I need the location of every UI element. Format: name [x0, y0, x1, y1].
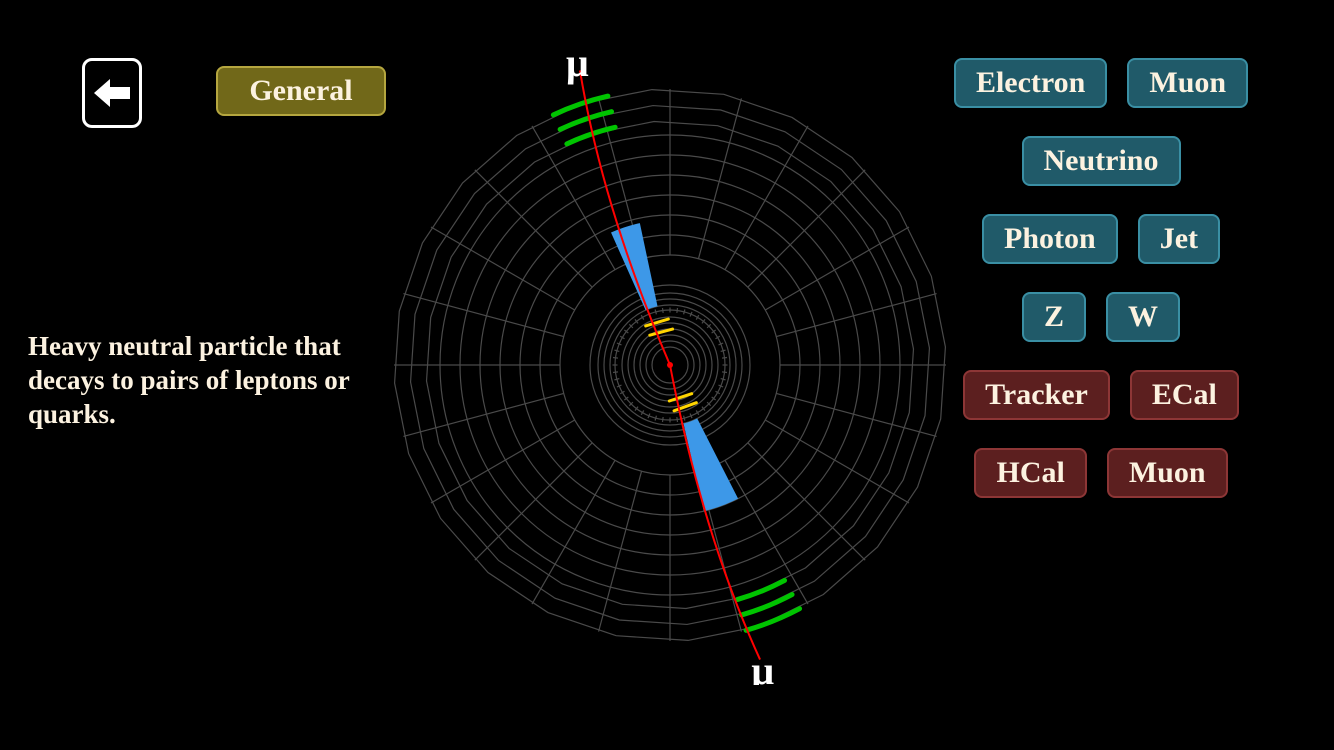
- back-button[interactable]: [82, 58, 142, 128]
- track-label: μ: [751, 648, 774, 685]
- back-arrow-icon: [94, 79, 130, 107]
- button-row: Photon Jet: [896, 214, 1306, 264]
- jet-button[interactable]: Jet: [1138, 214, 1220, 264]
- muon-button[interactable]: Muon: [1127, 58, 1248, 108]
- button-row: ZW: [896, 292, 1306, 342]
- detector-diagram: μμ: [370, 45, 970, 685]
- muon-hit: [553, 96, 608, 115]
- particle-description: Heavy neutral particle that decays to pa…: [28, 330, 368, 431]
- photon-button[interactable]: Photon: [982, 214, 1118, 264]
- general-tab[interactable]: General: [216, 66, 386, 116]
- electron-button[interactable]: Electron: [954, 58, 1107, 108]
- button-row: Tracker ECal: [896, 370, 1306, 420]
- neutrino-button[interactable]: Neutrino: [1022, 136, 1181, 186]
- w-boson-button[interactable]: W: [1106, 292, 1180, 342]
- ecal-button[interactable]: ECal: [1130, 370, 1239, 420]
- collision-point: [667, 362, 673, 368]
- tracker-button[interactable]: Tracker: [963, 370, 1110, 420]
- muon-hit: [737, 580, 784, 599]
- button-row: HCal Muon: [896, 448, 1306, 498]
- button-row: Electron Muon: [896, 58, 1306, 108]
- hcal-button[interactable]: HCal: [974, 448, 1086, 498]
- detector-display: μμ: [370, 45, 970, 685]
- button-panel: Electron Muon Neutrino Photon Jet ZW Tracker EC…: [896, 58, 1306, 498]
- muon-detector-button[interactable]: Muon: [1107, 448, 1228, 498]
- z-boson-button[interactable]: Z: [1022, 292, 1086, 342]
- track-label: μ: [566, 45, 589, 85]
- muon-hit: [560, 112, 611, 130]
- button-row: Neutrino: [896, 136, 1306, 186]
